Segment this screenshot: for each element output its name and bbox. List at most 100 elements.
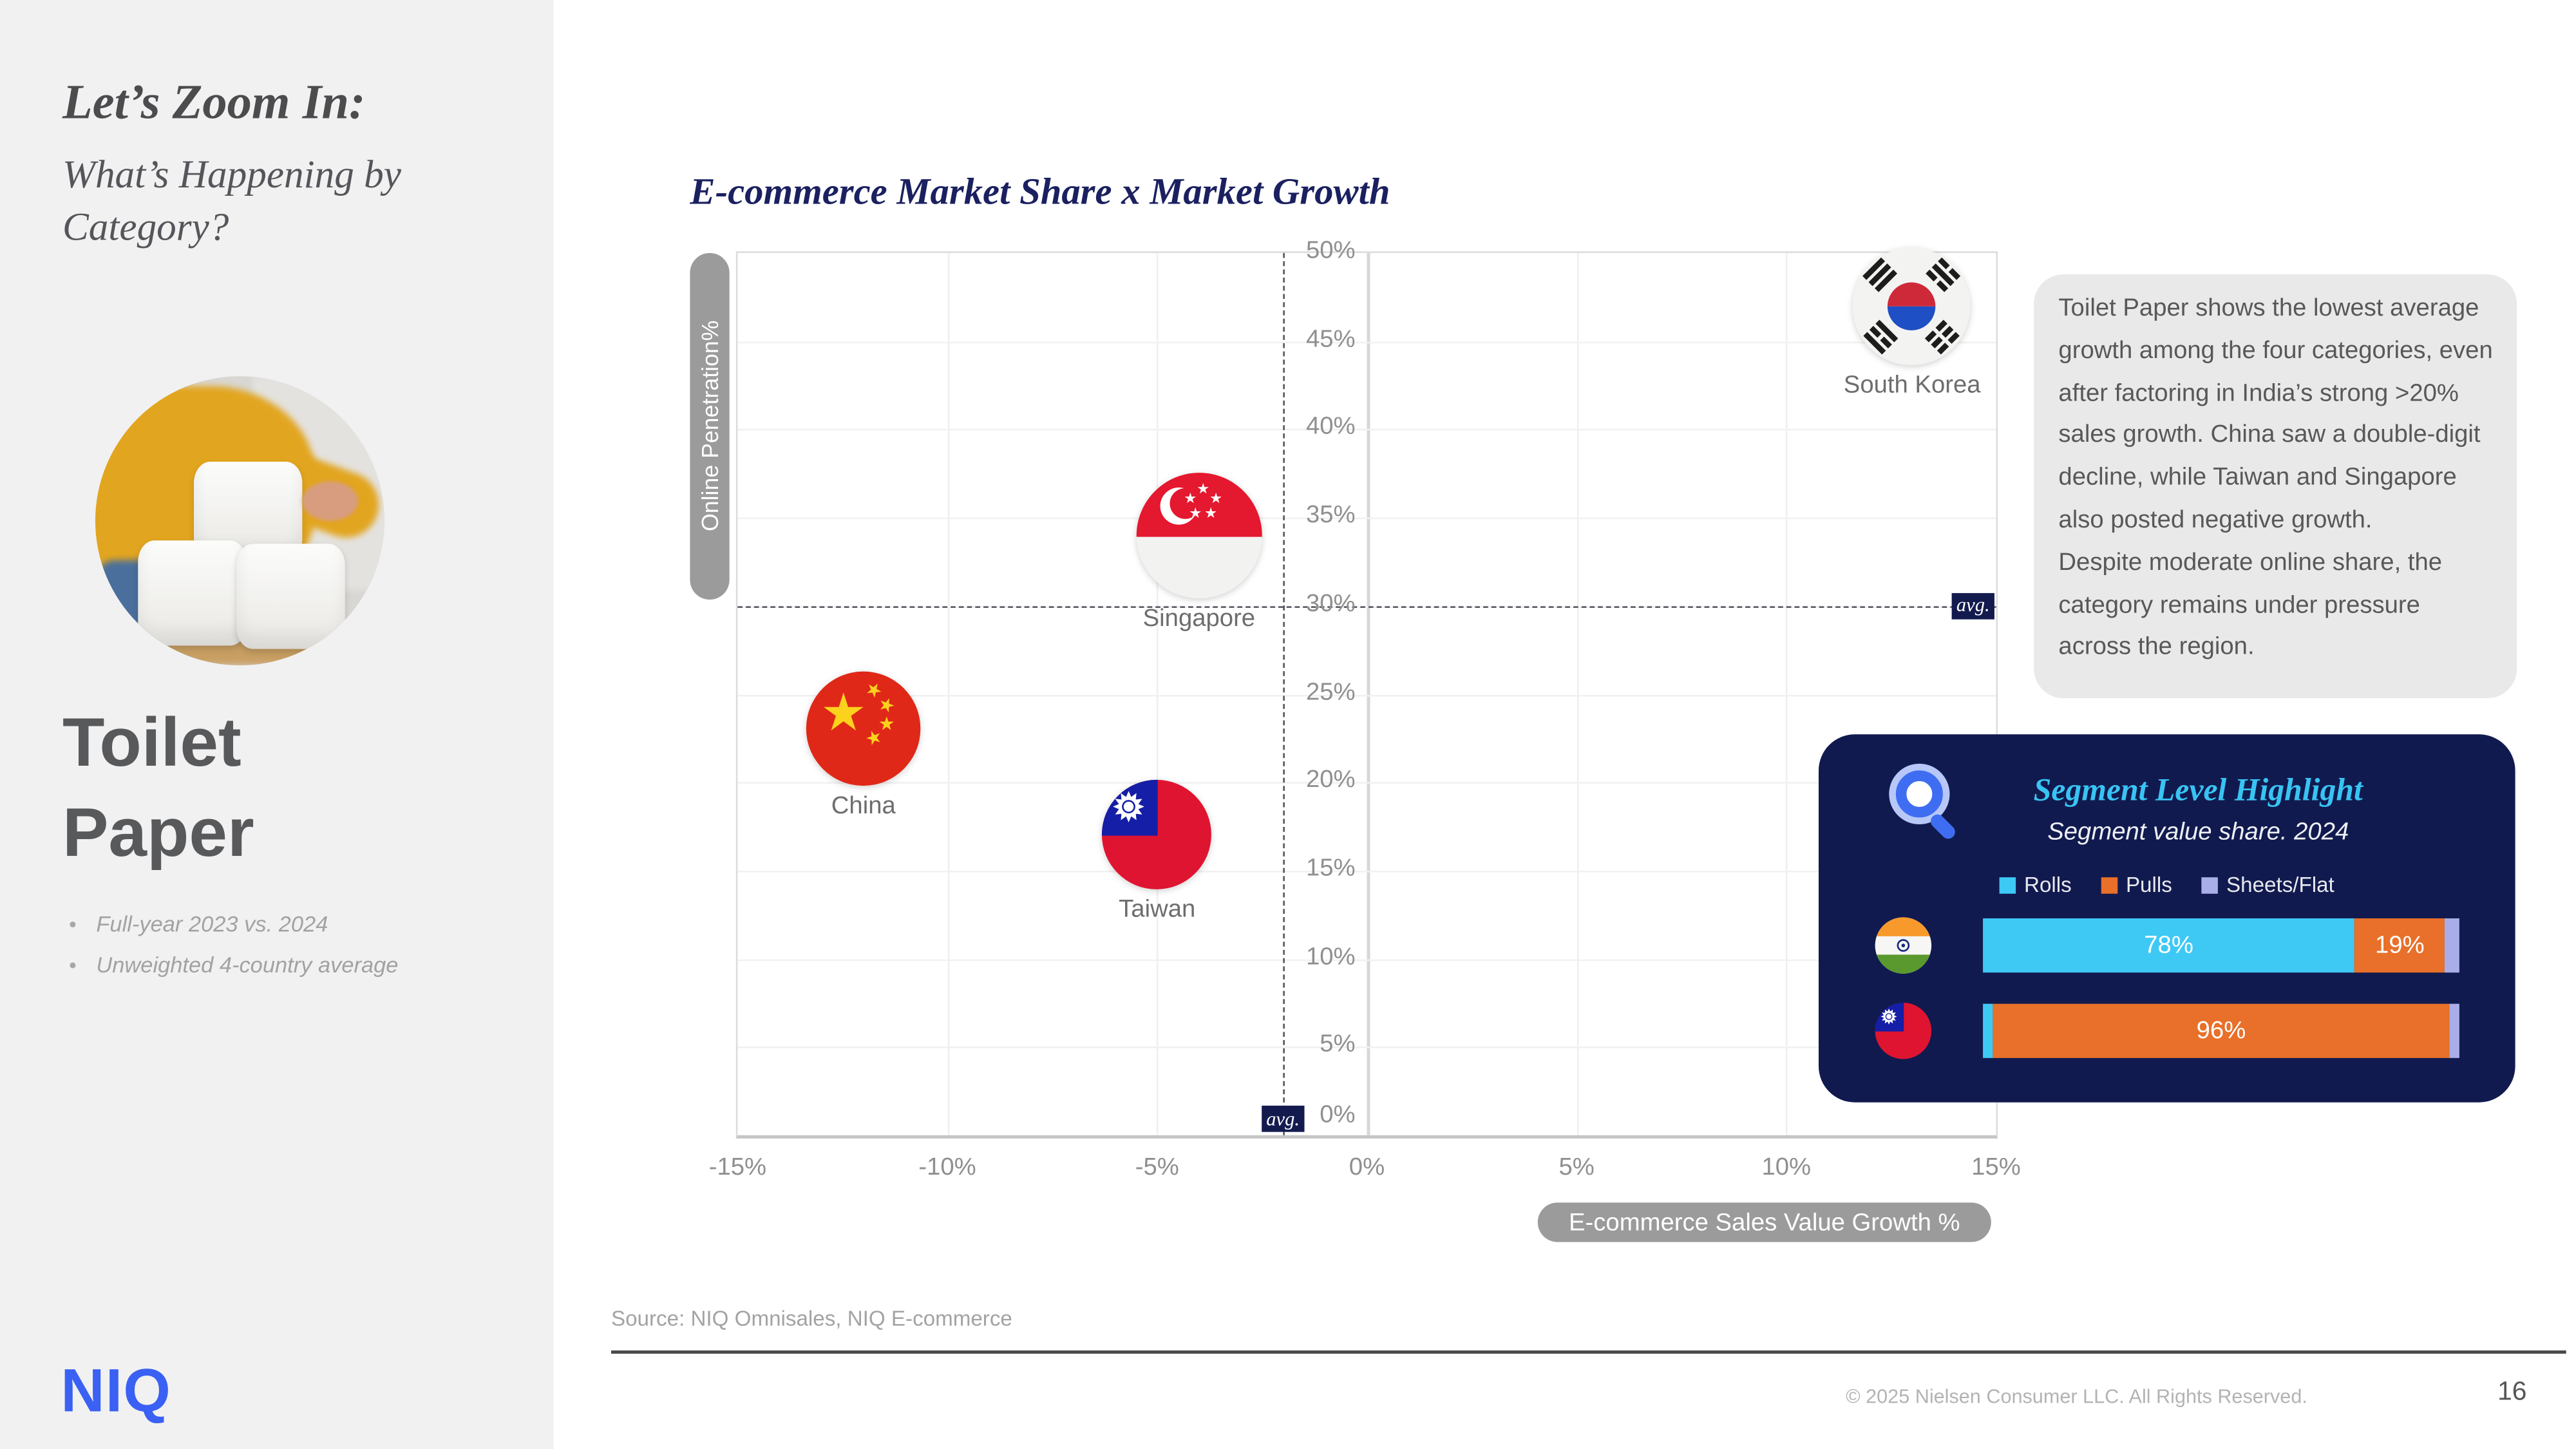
category-line2: Paper <box>62 794 254 872</box>
y-tick-label: 15% <box>1305 854 1356 882</box>
x-tick-label: 5% <box>1558 1153 1595 1182</box>
copyright-text: © 2025 Nielsen Consumer LLC. All Rights … <box>1846 1385 2307 1408</box>
photo-toilet-roll <box>236 544 345 649</box>
scatter-plot: avg. avg. -15% -10% -5% 0% 5% 10% 15% 0% 5% 10% 15% 2… <box>709 236 2021 1181</box>
average-penetration-line <box>737 605 1996 608</box>
flag-india-icon <box>1875 916 1932 974</box>
y-tick-label: 45% <box>1305 325 1356 353</box>
stacked-bar-taiwan: 96% <box>1983 1003 2459 1058</box>
y-tick-label: 10% <box>1305 942 1356 971</box>
legend-label: Pulls <box>2125 872 2172 897</box>
segment-value-label: 78% <box>2144 931 2193 960</box>
gridline-horizontal <box>737 429 1996 431</box>
segment-sheets-flat <box>2445 918 2459 973</box>
y-tick-label: 5% <box>1320 1030 1356 1059</box>
y-tick-label: 50% <box>1305 236 1356 265</box>
legend-label: Rolls <box>2024 872 2072 897</box>
photo-toilet-roll <box>138 540 247 646</box>
y-tick-label: 30% <box>1305 589 1356 618</box>
insight-paragraph-2: Despite moderate online share, the categ… <box>2058 548 2443 661</box>
category-line1: Toilet <box>62 703 242 781</box>
average-growth-line <box>1283 252 1285 1135</box>
segment-legend: Rolls Pulls Sheets/Flat <box>1819 873 2515 897</box>
legend-item-pulls: Pulls <box>2101 873 2172 897</box>
bullet-item: • Full-year 2023 vs. 2024 <box>69 910 513 940</box>
segment-sheets-flat <box>2450 1003 2459 1058</box>
segment-row-taiwan: 96% <box>1875 1002 2515 1059</box>
niq-logo: NIQ <box>61 1357 172 1425</box>
segment-bar-rows: 78% 19% 96% <box>1875 916 2515 1087</box>
flag-singapore-icon <box>1135 471 1263 600</box>
point-label-china: China <box>831 792 896 821</box>
legend-label: Sheets/Flat <box>2226 872 2334 897</box>
category-title: Toilet Paper <box>62 697 254 879</box>
photo-hand <box>302 481 359 521</box>
chart-title: E-commerce Market Share x Market Growth <box>690 171 1390 213</box>
point-label-singapore: Singapore <box>1142 604 1256 632</box>
stacked-bar-india: 78% 19% <box>1983 918 2459 973</box>
bullet-item: • Unweighted 4-country average <box>69 951 513 981</box>
slide-subtitle: What’s Happening by Category? <box>62 154 401 249</box>
y-axis-label: Online Penetration% <box>696 321 723 532</box>
bullet-dot: • <box>69 911 77 937</box>
flag-south-korea-icon <box>1852 246 1972 366</box>
segment-card-subtitle: Segment value share. 2024 <box>2047 818 2349 846</box>
card-title-block: Segment Level Highlight Segment value sh… <box>1963 774 2433 846</box>
bullet-text: Unweighted 4-country average <box>96 952 399 978</box>
segment-value-label: 19% <box>2375 931 2425 960</box>
point-label-taiwan: Taiwan <box>1119 896 1196 924</box>
gridline-horizontal <box>737 517 1996 520</box>
y-axis-label-pill: Online Penetration% <box>690 252 730 600</box>
bullet-text: Full-year 2023 vs. 2024 <box>96 911 328 937</box>
legend-item-sheets-flat: Sheets/Flat <box>2201 872 2334 897</box>
flag-taiwan-icon <box>1875 1002 1932 1059</box>
segment-pulls: 96% <box>1992 1003 2450 1058</box>
segment-rolls <box>1983 1003 1993 1058</box>
flag-china-icon <box>805 671 922 788</box>
segment-card-title: Segment Level Highlight <box>2033 773 2363 809</box>
legend-item-rolls: Rolls <box>1999 872 2072 897</box>
page-number: 16 <box>2497 1378 2527 1406</box>
segment-rolls: 78% <box>1983 918 2355 973</box>
bullet-dot: • <box>69 952 77 978</box>
footer-divider <box>611 1350 2566 1354</box>
segment-highlight-card: Segment Level Highlight Segment value sh… <box>1818 734 2515 1103</box>
gridline-horizontal <box>737 694 1996 696</box>
legend-swatch <box>2201 876 2219 893</box>
x-axis-label: E-commerce Sales Value Growth % <box>1569 1208 1960 1236</box>
legend-swatch <box>1999 876 2016 893</box>
x-tick-label: 0% <box>1349 1153 1385 1182</box>
y-tick-label: 20% <box>1305 766 1356 794</box>
gridline-horizontal <box>737 1046 1996 1049</box>
x-tick-label: -15% <box>708 1153 767 1182</box>
average-label-bottom: avg. <box>1261 1105 1305 1132</box>
y-tick-label: 40% <box>1305 413 1356 441</box>
point-label-south-korea: South Korea <box>1843 370 1981 399</box>
sidebar: Let’s Zoom In: What’s Happening by Categ… <box>0 0 554 1449</box>
x-tick-label: -5% <box>1135 1153 1179 1182</box>
y-tick-label: 35% <box>1305 501 1356 529</box>
gridline-horizontal <box>737 341 1996 343</box>
magnifier-icon <box>1886 761 1965 839</box>
insight-box: Toilet Paper shows the lowest average gr… <box>2034 274 2517 699</box>
x-axis-label-pill: E-commerce Sales Value Growth % <box>1537 1202 1991 1242</box>
x-tick-label: 15% <box>1971 1153 2021 1182</box>
segment-pulls: 19% <box>2354 918 2445 973</box>
x-tick-label: -10% <box>918 1153 976 1182</box>
subtitle-bullets: • Full-year 2023 vs. 2024 • Unweighted 4… <box>69 910 513 992</box>
y-tick-label: 25% <box>1305 677 1356 706</box>
gridline-horizontal <box>737 870 1996 873</box>
insight-paragraph-1: Toilet Paper shows the lowest average gr… <box>2058 294 2493 535</box>
segment-value-label: 96% <box>2196 1017 2246 1045</box>
toilet-paper-photo <box>95 376 384 666</box>
average-label-right: avg. <box>1951 592 1994 620</box>
legend-swatch <box>2101 876 2118 893</box>
y-tick-label: 0% <box>1320 1101 1356 1129</box>
segment-row-india: 78% 19% <box>1875 916 2515 974</box>
x-tick-label: 10% <box>1761 1153 1812 1182</box>
flag-taiwan-icon <box>1095 779 1220 891</box>
gridline-horizontal <box>737 782 1996 784</box>
source-note: Source: NIQ Omnisales, NIQ E-commerce <box>611 1306 1012 1331</box>
gridline-horizontal <box>737 958 1996 961</box>
